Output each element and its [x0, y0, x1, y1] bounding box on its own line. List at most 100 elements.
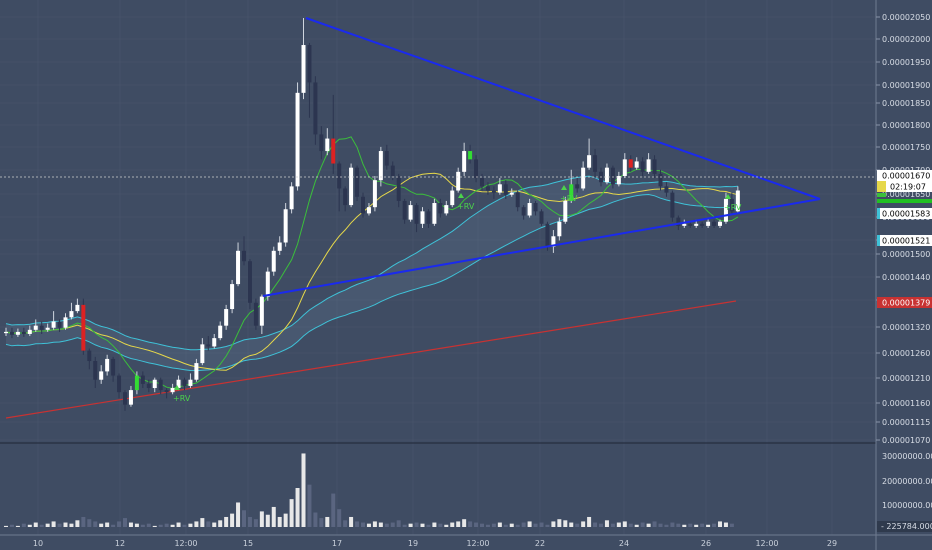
- candle-body: [218, 325, 223, 339]
- candle-body: [640, 161, 645, 172]
- volume-bar: [99, 523, 104, 527]
- candle: [39, 321, 44, 334]
- candle: [15, 328, 20, 337]
- candle: [515, 190, 520, 212]
- candle-body: [194, 363, 199, 380]
- volume-bar: [616, 522, 621, 527]
- moving-average-lines: [5, 136, 739, 419]
- volume-bar: [384, 523, 389, 527]
- candle-body: [206, 344, 211, 347]
- volume-bar: [515, 524, 520, 527]
- volume-bar: [4, 525, 8, 527]
- volume-tick-label: 10000000.0000: [882, 501, 932, 510]
- candle-body: [301, 45, 306, 93]
- rv-arrow-icon: [561, 185, 567, 190]
- candle-body: [670, 192, 675, 218]
- candle: [729, 192, 734, 216]
- volume-bar: [57, 523, 62, 527]
- candle-body: [712, 221, 717, 226]
- candle-body: [81, 304, 86, 351]
- candle: [164, 388, 169, 399]
- candle-body: [349, 167, 354, 206]
- candle: [396, 173, 401, 208]
- volume-bar: [128, 522, 133, 527]
- volume-bar: [230, 513, 235, 527]
- price-badge-marker: [877, 235, 880, 246]
- volume-bar: [593, 522, 598, 527]
- candle: [563, 196, 568, 224]
- volume-bar: [533, 523, 538, 527]
- volume-bar: [123, 518, 127, 527]
- volume-bar: [63, 522, 68, 527]
- volume-bar: [420, 523, 425, 527]
- volume-bar: [712, 523, 717, 527]
- candle: [134, 371, 139, 395]
- candle-body: [735, 190, 740, 212]
- candle-body: [158, 379, 163, 391]
- candle: [81, 298, 86, 355]
- candle-body: [134, 375, 139, 391]
- price-tick-label: 0.00001950: [882, 58, 930, 67]
- candle-body: [718, 221, 722, 226]
- candle: [491, 186, 496, 199]
- trendline-lower[interactable]: [262, 198, 821, 297]
- price-badge-ma-cyan-2: [877, 235, 932, 246]
- price-tick-label: 0.00002050: [882, 13, 930, 22]
- rv-annotation: +RV: [560, 194, 578, 203]
- time-tick-label: 26: [701, 539, 711, 548]
- volume-bar: [355, 521, 360, 527]
- candle: [735, 186, 740, 214]
- triangle-trendlines: [262, 17, 821, 297]
- candle: [533, 200, 538, 216]
- price-tick-label: 0.00001500: [882, 250, 930, 259]
- candle: [33, 319, 38, 332]
- candle-body: [265, 271, 270, 297]
- trendline-upper[interactable]: [305, 17, 821, 200]
- volume-bar: [87, 519, 92, 527]
- candle-body: [676, 217, 681, 226]
- candle: [218, 321, 223, 341]
- candle-body: [503, 184, 508, 195]
- time-axis[interactable]: 10 12 12:00 15 17 19 12:00 22 24 26 12:00 29: [33, 539, 837, 548]
- candle-body: [438, 203, 443, 214]
- volume-bar: [438, 523, 443, 527]
- volume-bar: [545, 524, 550, 527]
- volume-bar: [69, 523, 74, 527]
- price-badge-countdown: [877, 181, 932, 192]
- candle-body: [230, 284, 235, 310]
- candle: [551, 230, 556, 253]
- volume-axis: 30000000.0000 20000000.0000 10000000.0000 -…: [877, 452, 932, 532]
- volume-bar: [313, 512, 318, 527]
- ma-line-yellow: [5, 172, 739, 371]
- price-tick-label: 0.00001750: [882, 143, 930, 152]
- volume-bar: [212, 522, 217, 527]
- volume-bar: [152, 525, 157, 527]
- volume-bar: [21, 523, 26, 527]
- volume-bar: [723, 522, 728, 527]
- candle-body: [325, 138, 330, 152]
- candle: [128, 385, 133, 407]
- volume-bar: [331, 493, 336, 527]
- candle-body: [480, 178, 484, 187]
- candle-body: [628, 159, 633, 168]
- candle-body: [319, 134, 324, 152]
- candle: [301, 18, 306, 100]
- volume-bar: [700, 523, 705, 527]
- volume-bar: [81, 516, 86, 527]
- candle: [140, 371, 145, 389]
- candle: [337, 161, 342, 212]
- candle: [69, 302, 74, 320]
- price-badge-text: 0.00001379: [882, 299, 930, 308]
- candle-body: [723, 198, 728, 222]
- time-tick-label: 12:00: [174, 539, 197, 548]
- price-tick-label: 0.00001070: [882, 436, 930, 445]
- candle: [634, 157, 639, 170]
- candle: [557, 217, 562, 241]
- price-badge-text: 0.00001670: [882, 172, 930, 181]
- candle: [509, 188, 514, 197]
- candle-body: [87, 350, 92, 362]
- price-tick-label: 0.00001210: [882, 374, 930, 383]
- volume-bar: [450, 522, 455, 527]
- rv-annotation: +RV: [173, 394, 191, 403]
